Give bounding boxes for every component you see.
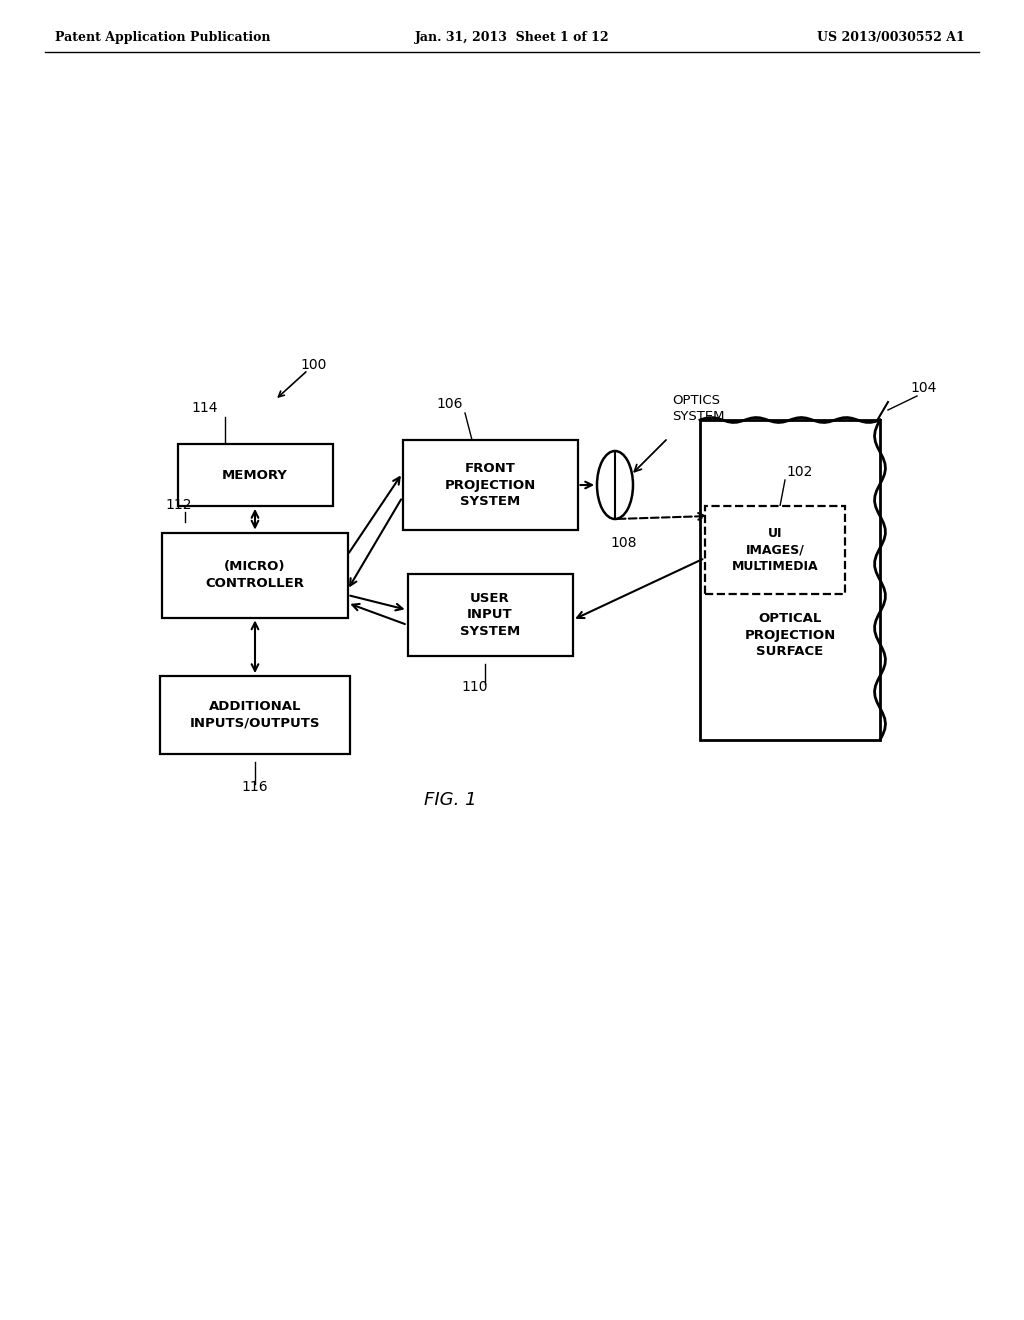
Bar [705,506,845,594]
Text: MEMORY: MEMORY [222,469,288,482]
Text: 106: 106 [437,397,463,411]
Text: (MICRO)
CONTROLLER: (MICRO) CONTROLLER [206,560,304,590]
Text: FRONT
PROJECTION
SYSTEM: FRONT PROJECTION SYSTEM [444,462,536,508]
Text: OPTICS
SYSTEM: OPTICS SYSTEM [672,393,725,422]
Text: OPTICAL
PROJECTION
SURFACE: OPTICAL PROJECTION SURFACE [744,612,836,657]
Text: ADDITIONAL
INPUTS/OUTPUTS: ADDITIONAL INPUTS/OUTPUTS [189,700,321,730]
Bar [177,444,333,506]
Text: 116: 116 [242,780,268,795]
Text: Patent Application Publication: Patent Application Publication [55,32,270,45]
Text: 114: 114 [191,401,218,414]
Bar [700,420,880,741]
Text: Jan. 31, 2013  Sheet 1 of 12: Jan. 31, 2013 Sheet 1 of 12 [415,32,609,45]
Ellipse shape [597,451,633,519]
Bar [408,574,572,656]
Text: 104: 104 [910,381,937,395]
Bar [160,676,350,754]
Text: 110: 110 [462,680,488,694]
Text: FIG. 1: FIG. 1 [424,791,476,809]
Text: 112: 112 [165,498,191,512]
Text: 102: 102 [786,465,813,479]
Bar [163,532,347,618]
Text: US 2013/0030552 A1: US 2013/0030552 A1 [817,32,965,45]
Text: UI
IMAGES/
MULTIMEDIA: UI IMAGES/ MULTIMEDIA [732,527,818,573]
Text: 108: 108 [610,536,637,550]
Text: USER
INPUT
SYSTEM: USER INPUT SYSTEM [460,591,520,638]
Text: 100: 100 [300,358,327,372]
Bar [402,440,578,531]
